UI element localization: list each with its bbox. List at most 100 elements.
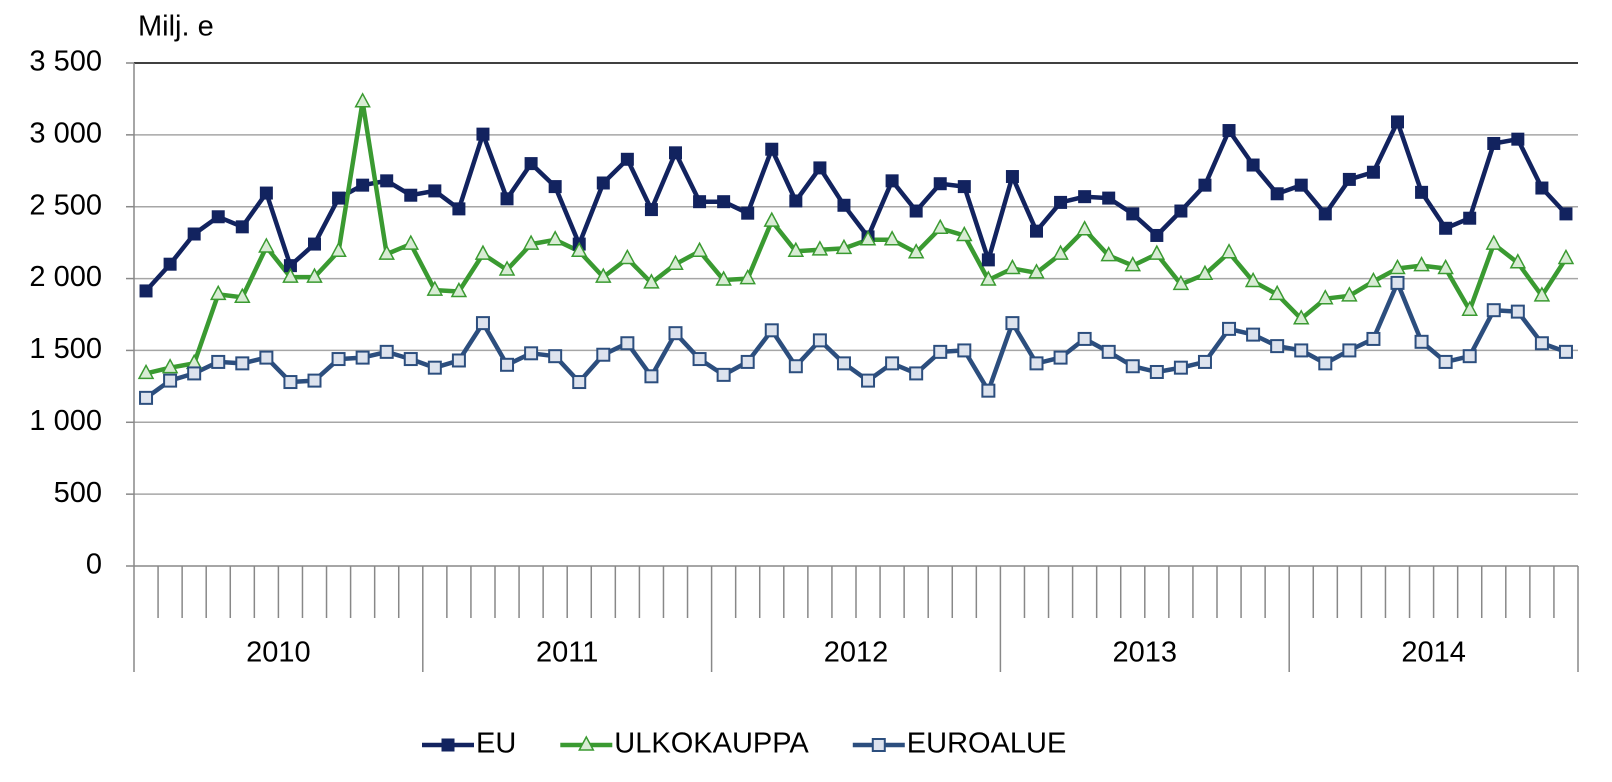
marker: [980, 270, 997, 286]
marker: [691, 241, 708, 258]
marker: [741, 206, 755, 220]
marker: [1462, 349, 1477, 364]
marker: [354, 92, 371, 108]
y-tick-label: 3 500: [29, 46, 102, 78]
marker: [859, 230, 877, 246]
marker: [957, 180, 971, 194]
marker: [1317, 289, 1334, 305]
marker: [1461, 300, 1478, 316]
marker: [1438, 354, 1453, 369]
marker: [740, 354, 755, 369]
marker: [692, 352, 707, 367]
marker: [403, 352, 418, 367]
marker: [522, 234, 540, 250]
marker: [1053, 350, 1068, 365]
marker: [137, 363, 155, 380]
marker: [308, 237, 321, 251]
marker: [1198, 178, 1212, 192]
marker: [1463, 211, 1477, 225]
marker: [379, 344, 394, 359]
marker: [1076, 220, 1093, 236]
marker: [1510, 304, 1525, 319]
marker: [1005, 316, 1020, 331]
marker: [570, 241, 588, 258]
marker: [1414, 334, 1429, 349]
marker: [1270, 187, 1284, 201]
marker: [331, 352, 346, 367]
marker: [185, 353, 203, 370]
legend-marker: [578, 735, 595, 751]
marker: [1318, 356, 1333, 371]
marker: [1365, 271, 1382, 288]
marker: [380, 174, 394, 188]
marker: [428, 184, 442, 198]
marker: [258, 237, 275, 253]
marker: [643, 273, 660, 289]
marker: [668, 326, 683, 341]
marker: [1268, 284, 1286, 301]
marker: [500, 192, 514, 206]
marker: [572, 375, 587, 390]
marker: [836, 356, 851, 371]
marker: [1413, 256, 1430, 272]
marker: [1437, 258, 1454, 275]
x-tick-label: 2012: [824, 637, 889, 669]
marker: [1341, 286, 1358, 302]
marker: [1222, 321, 1237, 336]
marker: [595, 267, 612, 283]
marker: [885, 174, 899, 188]
marker: [1197, 354, 1212, 369]
marker: [909, 204, 923, 218]
marker: [813, 161, 827, 175]
marker: [355, 350, 370, 365]
marker: [1101, 344, 1116, 359]
marker: [1029, 356, 1044, 371]
marker: [1342, 172, 1356, 186]
marker: [1342, 343, 1357, 358]
marker: [1246, 158, 1260, 172]
y-axis-label: Milj. e: [138, 11, 214, 43]
marker: [787, 241, 805, 258]
marker: [306, 267, 323, 283]
marker: [909, 366, 924, 381]
marker: [1511, 132, 1525, 146]
marker: [667, 254, 684, 270]
marker: [498, 260, 516, 276]
marker: [356, 178, 370, 192]
marker: [476, 127, 490, 141]
marker: [716, 367, 731, 382]
y-tick-label: 2 500: [29, 189, 102, 221]
marker: [1173, 360, 1188, 375]
marker: [933, 177, 947, 191]
marker: [619, 248, 636, 265]
marker: [1150, 228, 1164, 242]
legend-label: EUROALUE: [907, 728, 1067, 760]
marker: [546, 230, 564, 246]
marker: [161, 358, 179, 374]
marker: [765, 142, 779, 156]
marker: [1439, 221, 1453, 235]
marker: [475, 316, 490, 331]
marker: [139, 390, 154, 405]
marker: [715, 270, 732, 286]
marker: [452, 202, 466, 216]
marker: [1005, 170, 1019, 184]
y-tick-label: 1 000: [29, 405, 102, 437]
marker: [835, 238, 853, 255]
y-tick-label: 3 000: [29, 118, 102, 150]
x-tick-label: 2011: [536, 637, 598, 669]
marker: [1389, 258, 1406, 275]
marker: [811, 240, 829, 256]
marker: [1148, 244, 1166, 260]
legend-label: ULKOKAUPPA: [614, 728, 809, 760]
marker: [1509, 253, 1527, 269]
marker: [500, 357, 515, 372]
marker: [1052, 244, 1069, 260]
marker: [404, 188, 418, 202]
marker: [788, 359, 803, 374]
marker: [548, 180, 562, 194]
marker: [931, 218, 949, 235]
marker: [235, 356, 250, 371]
marker: [764, 323, 779, 338]
